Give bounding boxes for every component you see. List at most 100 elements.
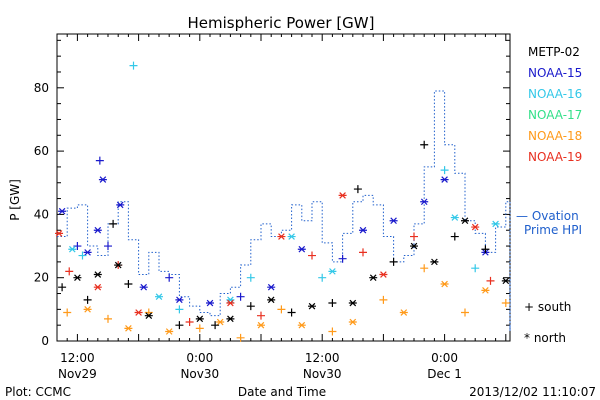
point-north — [93, 283, 102, 291]
x-axis: 12:00 Nov29 0:00 Nov30 12:00 Nov30 0:00 Dec 1 — [56, 34, 507, 381]
point-south — [461, 308, 469, 317]
point-north — [165, 328, 174, 335]
data-points — [55, 61, 510, 342]
point-south — [328, 327, 337, 336]
point-north — [440, 280, 449, 288]
point-north — [471, 223, 480, 231]
y-tick-label: 20 — [34, 271, 49, 285]
point-north — [114, 261, 123, 269]
point-north — [410, 242, 418, 250]
point-south — [379, 295, 388, 304]
point-south — [58, 283, 67, 292]
point-south — [83, 295, 92, 304]
point-south — [440, 166, 449, 175]
point-north — [124, 325, 133, 332]
point-north — [461, 217, 469, 225]
legend-ovation: Prime HPI — [524, 223, 582, 237]
point-south — [481, 245, 490, 254]
point-south — [195, 324, 204, 333]
point-south — [65, 267, 74, 276]
point-south — [318, 273, 327, 282]
legend-entry: METP-02 — [528, 45, 580, 59]
point-north — [267, 296, 276, 304]
point-north — [216, 318, 225, 326]
point-south — [104, 242, 112, 251]
y-axis: 0 20 40 60 80 — [34, 39, 510, 348]
legend-north: * north — [524, 331, 566, 345]
point-south — [420, 140, 429, 149]
point-south — [277, 305, 286, 314]
point-north — [226, 296, 235, 304]
plot-timestamp: 2013/12/02 11:10:07 — [469, 385, 596, 399]
point-south — [175, 321, 184, 330]
y-tick-label: 80 — [34, 81, 49, 95]
point-north — [348, 299, 357, 307]
point-south — [257, 311, 265, 320]
point-north — [491, 220, 500, 228]
point-south — [338, 254, 347, 263]
point-south — [63, 308, 72, 317]
point-north — [369, 274, 378, 282]
point-south — [450, 232, 459, 241]
legend-entry: NOAA-15 — [528, 66, 582, 80]
legend-entry: NOAA-17 — [528, 108, 582, 122]
ovation-prime-hpi-line — [57, 90, 511, 332]
plot-credit: Plot: CCMC — [5, 385, 71, 399]
point-south — [78, 251, 87, 260]
point-south — [246, 302, 255, 311]
legend-entry: NOAA-18 — [528, 129, 582, 143]
point-south — [328, 299, 337, 308]
point-south — [109, 219, 118, 228]
plot-area: 0 20 40 60 80 12:00 Nov29 0:00 Nov30 12:00 Nov30 0… — [34, 33, 511, 381]
point-south — [165, 273, 174, 282]
legend: METP-02 NOAA-15 NOAA-16 NOAA-17 NOAA-18 NOAA-… — [516, 45, 582, 345]
legend-entry: NOAA-16 — [528, 87, 582, 101]
y-tick-label: 40 — [34, 207, 49, 221]
y-tick-label: 60 — [34, 144, 49, 158]
point-north — [144, 312, 153, 319]
point-north — [155, 293, 163, 300]
point-north — [420, 198, 429, 206]
point-north — [257, 321, 265, 329]
legend-ovation: — Ovation — [516, 209, 579, 223]
x-axis-label: Date and Time — [238, 385, 326, 399]
point-north — [481, 287, 490, 294]
point-south — [486, 276, 495, 285]
point-north — [501, 277, 510, 285]
point-north — [73, 274, 82, 282]
point-north — [206, 299, 214, 307]
y-axis-label: P [GW] — [8, 179, 22, 221]
x-tick-label: 0:00 — [431, 351, 458, 365]
point-north — [399, 309, 408, 316]
point-north — [297, 321, 306, 329]
point-north — [287, 233, 296, 240]
point-north — [139, 283, 148, 291]
point-south — [308, 251, 316, 260]
point-north — [440, 176, 449, 183]
point-north — [226, 299, 235, 307]
point-north — [116, 201, 125, 209]
point-north — [226, 315, 235, 323]
point-south — [104, 314, 112, 323]
point-south — [420, 264, 429, 273]
point-south — [246, 273, 255, 282]
point-north — [83, 306, 92, 313]
point-south — [236, 333, 245, 342]
point-north — [308, 302, 316, 310]
point-south — [353, 185, 362, 194]
point-north — [389, 217, 398, 225]
point-north — [93, 271, 102, 278]
point-south — [95, 156, 104, 165]
point-north — [58, 207, 67, 215]
point-south — [389, 257, 398, 266]
x-tick-label: Nov30 — [303, 367, 342, 381]
point-south — [287, 308, 296, 317]
legend-entry: NOAA-19 — [528, 150, 582, 164]
point-north — [379, 271, 388, 278]
point-south — [236, 292, 245, 301]
point-north — [175, 296, 184, 304]
x-tick-label: Nov30 — [180, 367, 219, 381]
x-tick-label: Nov29 — [58, 367, 97, 381]
point-south — [359, 248, 367, 257]
point-north — [83, 249, 92, 256]
